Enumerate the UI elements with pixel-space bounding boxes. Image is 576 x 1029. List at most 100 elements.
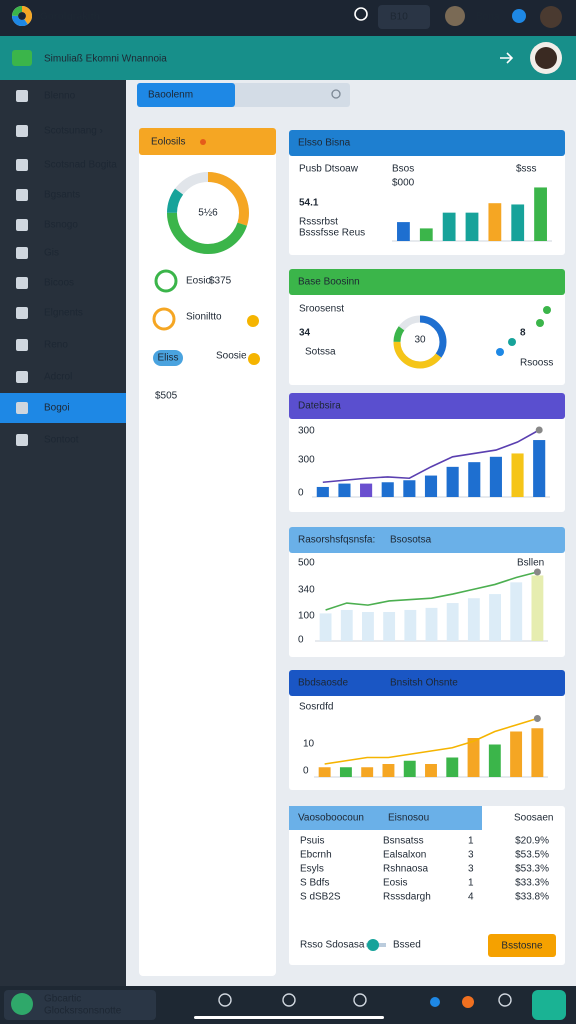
button-text: Bsstosne	[501, 941, 543, 952]
nav-icon[interactable]	[498, 993, 512, 1007]
sidebar-item[interactable]: Sontoot	[44, 435, 79, 446]
pill-text: B10	[390, 12, 408, 23]
bar	[531, 575, 544, 641]
item-value: $375	[209, 276, 232, 287]
bar	[488, 744, 501, 777]
donut-arc	[393, 315, 447, 369]
axis-label: 0	[298, 488, 304, 499]
sidebar-item[interactable]: Scotsunang ›	[44, 126, 103, 137]
search-icon	[331, 89, 341, 99]
nav-icon[interactable]	[430, 997, 440, 1007]
sidebar-icon	[16, 125, 28, 137]
app-name: Gorolgrakith	[40, 12, 100, 23]
sidebar-icon	[16, 159, 28, 171]
bar	[446, 603, 459, 641]
sidebar-item[interactable]: Reno	[44, 340, 68, 351]
table-title: Soosaen	[514, 813, 553, 824]
sidebar-item[interactable]: Scotsnad Bogita	[44, 160, 117, 171]
fab[interactable]	[532, 990, 566, 1020]
table-cell: 3	[468, 850, 474, 861]
table-footer: Rsso Sdosasa	[300, 940, 365, 951]
sidebar-item[interactable]: Bicoos	[44, 278, 74, 289]
bar	[425, 764, 437, 777]
sidebar-icon	[16, 90, 28, 102]
sidebar-item[interactable]: Bsnogo	[44, 220, 78, 231]
table-cell: Eosis	[383, 878, 407, 889]
bar	[488, 203, 502, 241]
sidebar-item[interactable]: Elgnents	[44, 308, 83, 319]
bar	[362, 612, 374, 641]
legend: $sss	[516, 164, 537, 175]
avatar[interactable]	[540, 6, 562, 28]
total: $505	[155, 391, 178, 402]
sidebar-icon	[16, 371, 28, 383]
sidebar-item[interactable]: Adcrol	[44, 372, 72, 383]
nav-icon[interactable]	[218, 993, 232, 1007]
avatar[interactable]	[445, 6, 465, 26]
bar	[467, 738, 480, 777]
table-cell: 1	[468, 878, 474, 889]
donut-label: 30	[414, 335, 426, 346]
dot	[543, 306, 551, 314]
chip	[153, 350, 183, 366]
item-icon	[154, 269, 178, 293]
table-cell: $53.3%	[515, 864, 549, 875]
sidebar-icon	[16, 307, 28, 319]
toggle[interactable]	[367, 939, 379, 951]
bottom-icon	[11, 993, 33, 1015]
dot	[248, 353, 260, 365]
sidebar-item[interactable]: Bgsants	[44, 190, 80, 201]
sidebar-icon	[16, 339, 28, 351]
bar	[489, 594, 501, 641]
button[interactable]	[488, 934, 556, 957]
sidebar-icon	[16, 434, 28, 446]
table-cell: Rshnaosa	[383, 864, 428, 875]
axis-label: 10	[303, 739, 315, 750]
table-title: Eisnosou	[388, 813, 429, 824]
bar	[446, 757, 459, 777]
sidebar-icon	[16, 402, 28, 414]
bar	[316, 486, 329, 497]
line-end	[533, 568, 541, 576]
card-title: Elsso Bisna	[298, 138, 351, 149]
axis-label: 500	[298, 558, 315, 569]
sidebar-icon	[16, 247, 28, 259]
bar	[340, 609, 353, 641]
card-label: Sosrdfd	[299, 702, 333, 713]
card-note: Rsssrbst	[299, 217, 338, 228]
search-label: Baoolenm	[148, 90, 193, 101]
bar	[511, 453, 524, 497]
icon[interactable]	[512, 9, 526, 23]
logo-arc	[12, 6, 32, 26]
sidebar-item[interactable]: Bogoi	[44, 403, 70, 414]
nav-icon[interactable]	[462, 996, 474, 1008]
bar	[424, 475, 438, 497]
card-header	[289, 527, 565, 553]
donut-label: 5½6	[198, 208, 218, 219]
card-label: Sroosenst	[299, 304, 344, 315]
nav-icon[interactable]	[282, 993, 296, 1007]
bar	[338, 483, 351, 497]
arrow[interactable]	[500, 52, 514, 64]
bar	[465, 212, 479, 241]
table-cell: $20.9%	[515, 836, 549, 847]
bar	[442, 212, 456, 241]
search-icon[interactable]	[354, 7, 368, 21]
table-cell: 4	[468, 892, 474, 903]
bar	[403, 760, 416, 777]
axis-label: 340	[298, 585, 315, 596]
card-value: 54.1	[299, 198, 319, 209]
dot	[508, 338, 516, 346]
sidebar-item[interactable]: Blenno	[44, 91, 76, 102]
sidebar-item[interactable]: Gis	[44, 248, 59, 259]
bar	[381, 482, 394, 497]
bar	[383, 612, 396, 641]
table-cell: 3	[468, 864, 474, 875]
nav-icon[interactable]	[353, 993, 367, 1007]
table-cell: S dSB2S	[300, 892, 341, 903]
bar	[467, 598, 480, 641]
table-header	[289, 806, 482, 830]
card-title: Bsosotsa	[390, 535, 432, 546]
axis-label: 300	[298, 426, 315, 437]
